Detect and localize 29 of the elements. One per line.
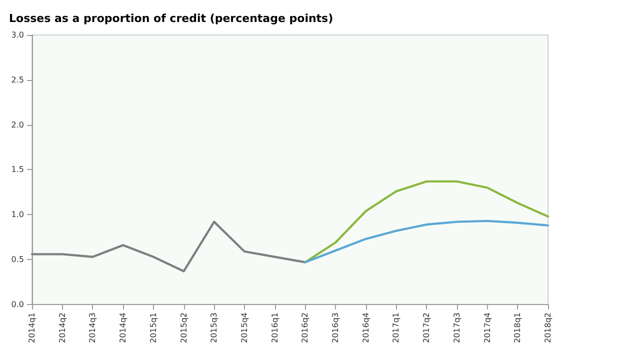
line-series — [304, 180, 550, 264]
x-tick-label: 2015q2 — [179, 312, 188, 344]
x-tick-label: 2015q1 — [148, 312, 158, 344]
y-tick-label: 2.0 — [11, 120, 24, 130]
y-tick-label: 1.0 — [11, 210, 24, 220]
x-tick-label: 2014q3 — [88, 312, 98, 344]
x-tick-label: 2017q2 — [422, 312, 432, 344]
y-tick-label: 1.5 — [11, 165, 24, 174]
x-tick-label: 2016q3 — [331, 312, 340, 344]
x-tick-label: 2016q2 — [300, 312, 310, 344]
x-tick-label: 2017q4 — [482, 312, 492, 344]
x-tick-label: 2018q2 — [544, 312, 552, 344]
line-series — [304, 220, 550, 264]
y-tick-label: 3.0 — [11, 30, 24, 40]
x-tick-label: 2017q1 — [392, 312, 401, 344]
x-tick-label: 2015q3 — [210, 312, 219, 344]
chart-title: Losses as a proportion of credit (percentage points) — [9, 12, 334, 25]
y-tick-label: 2.5 — [11, 75, 24, 84]
x-tick-label: 2016q1 — [270, 312, 280, 344]
x-tick-label: 2014q2 — [58, 312, 67, 344]
x-tick-label: 2014q1 — [28, 312, 36, 344]
y-tick-label: 0.5 — [11, 255, 24, 264]
x-tick-label: 2014q4 — [118, 312, 128, 344]
line-series — [30, 220, 306, 272]
x-tick-label: 2017q3 — [452, 312, 462, 344]
x-tick-label: 2016q4 — [361, 312, 370, 344]
x-tick-label: 2018q1 — [513, 312, 522, 344]
y-tick-label: 0.0 — [11, 300, 24, 309]
x-tick-label: 2015q4 — [240, 312, 249, 344]
